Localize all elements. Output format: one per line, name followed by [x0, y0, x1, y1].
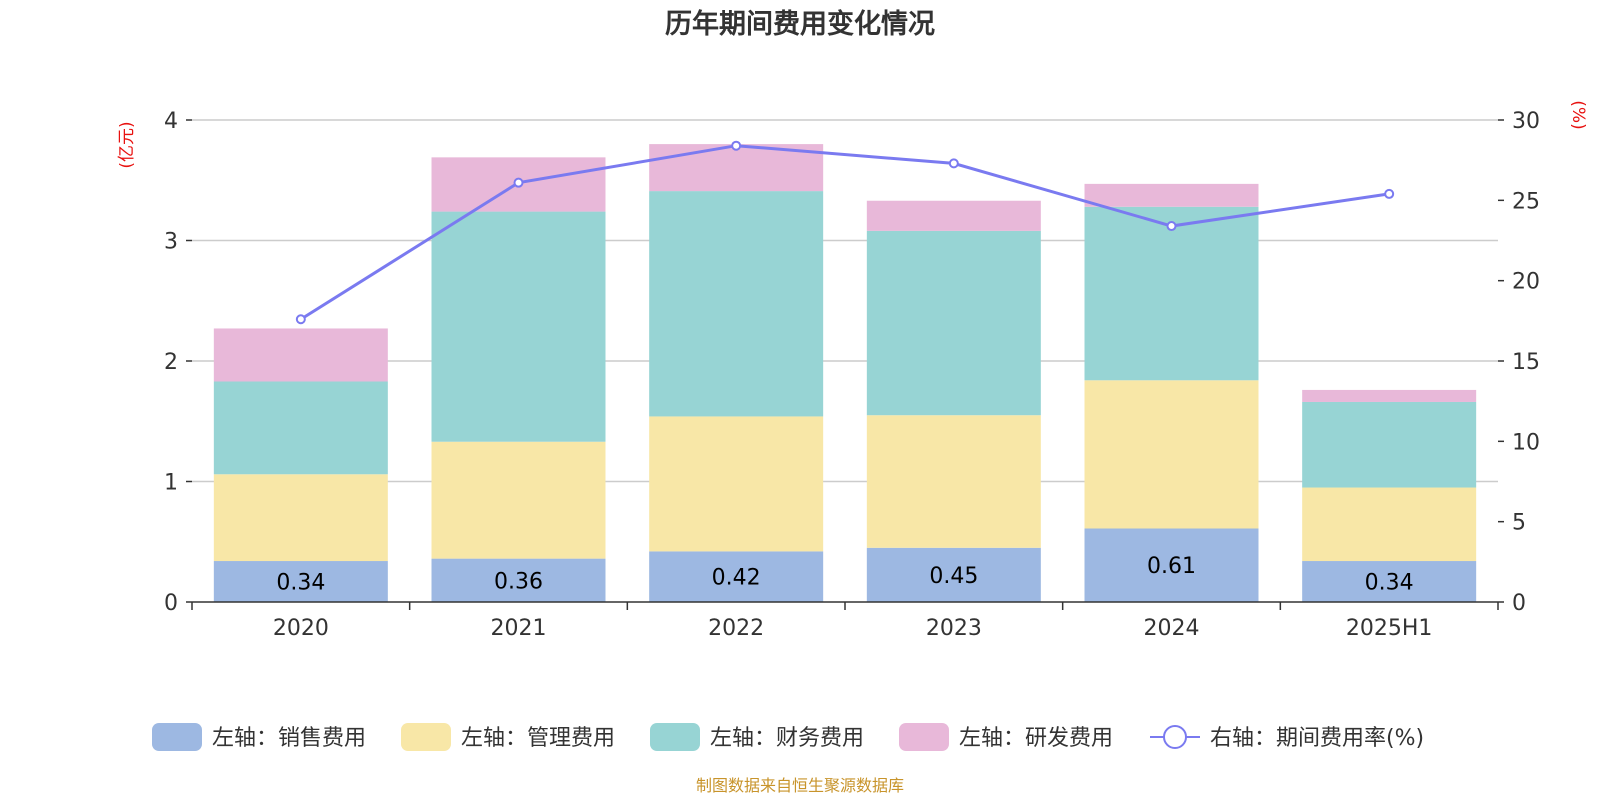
- bar-sales: [431, 558, 606, 602]
- bar-finance: [1084, 206, 1259, 381]
- left-axis-unit: (亿元): [117, 121, 137, 168]
- x-axis-tick-label: 2022: [708, 616, 764, 641]
- right-axis-tick-label: 20: [1512, 270, 1540, 295]
- legend: 左轴：销售费用 左轴：管理费用 左轴：财务费用 左轴：研发费用 右轴：期间费用率(%): [152, 723, 1424, 751]
- rate-line: [300, 144, 1390, 321]
- legend-swatch-rd: [899, 723, 949, 751]
- legend-label-finance: 左轴：财务费用: [710, 726, 864, 751]
- bar-sales: [866, 547, 1041, 602]
- bar-admin: [213, 474, 388, 562]
- x-axis-tick-label: 2023: [926, 616, 982, 641]
- rate-point: [513, 177, 524, 188]
- bar-rd: [1302, 389, 1477, 402]
- rate-point: [1166, 221, 1177, 232]
- right-axis-tick-label: 0: [1512, 591, 1526, 616]
- legend-swatch-admin: [401, 723, 451, 751]
- legend-label-admin: 左轴：管理费用: [461, 726, 615, 751]
- legend-swatch-finance: [650, 723, 700, 751]
- rate-line-series: [295, 140, 1395, 325]
- chart-title: 历年期间费用变化情况: [665, 8, 935, 40]
- bar-finance: [649, 191, 824, 417]
- left-axis-tick-label: 4: [164, 109, 178, 134]
- right-axis-tick-label: 15: [1512, 350, 1540, 375]
- rate-point: [1384, 188, 1395, 199]
- left-axis-tick-label: 2: [164, 350, 178, 375]
- data-label-sales: 0.34: [276, 571, 325, 596]
- bar-rd: [213, 328, 388, 382]
- bar-admin: [1302, 487, 1477, 562]
- left-axis-tick-label: 0: [164, 591, 178, 616]
- data-label-sales: 0.61: [1147, 554, 1196, 579]
- data-label-sales: 0.45: [929, 564, 978, 589]
- right-axis-tick-label: 25: [1512, 189, 1540, 214]
- bar-finance: [213, 381, 388, 475]
- legend-swatch-sales: [152, 723, 202, 751]
- source-note: 制图数据来自恒生聚源数据库: [696, 776, 904, 795]
- left-axis-tick-label: 3: [164, 230, 178, 255]
- bar-finance: [431, 211, 606, 442]
- bar-rd: [1084, 183, 1259, 207]
- bar-rd: [649, 144, 824, 192]
- bar-sales: [213, 561, 388, 602]
- bar-sales: [1084, 528, 1259, 602]
- bar-series: [213, 144, 1477, 602]
- bar-finance: [866, 230, 1041, 416]
- x-axis-tick-label: 2025H1: [1346, 616, 1433, 641]
- legend-label-sales: 左轴：销售费用: [212, 726, 366, 751]
- right-axis-unit: (%): [1568, 100, 1588, 129]
- right-axis-tick-label: 10: [1512, 430, 1540, 455]
- right-axis-tick-label: 5: [1512, 511, 1526, 536]
- bar-sales: [649, 551, 824, 602]
- data-label-sales: 0.42: [712, 566, 761, 591]
- rate-point: [731, 140, 742, 151]
- right-axis-tick-label: 30: [1512, 109, 1540, 134]
- legend-label-rd: 左轴：研发费用: [959, 726, 1113, 751]
- legend-swatch-rate-marker: [1163, 725, 1187, 749]
- rate-point: [948, 158, 959, 169]
- left-axis-tick-label: 1: [164, 471, 178, 496]
- bar-rd: [866, 200, 1041, 231]
- bar-finance: [1302, 401, 1477, 488]
- data-label-sales: 0.34: [1365, 571, 1414, 596]
- legend-label-rate: 右轴：期间费用率(%): [1210, 726, 1424, 751]
- bar-admin: [649, 416, 824, 552]
- bar-admin: [1084, 380, 1259, 529]
- bar-admin: [431, 441, 606, 559]
- bar-admin: [866, 415, 1041, 548]
- bar-sales: [1302, 561, 1477, 602]
- x-axis-tick-label: 2021: [491, 616, 547, 641]
- x-axis-tick-label: 2020: [273, 616, 329, 641]
- grid-lines: [192, 119, 1498, 483]
- axes: 0 1 2 3 4 0 5 10 15 20 25 30 2020 2021 2022 2023 2024 202…: [164, 109, 1540, 641]
- data-labels: 0.34 0.36 0.42 0.45 0.61 0.34: [276, 554, 1413, 595]
- data-label-sales: 0.36: [494, 569, 543, 594]
- x-axis-tick-label: 2024: [1144, 616, 1200, 641]
- rate-point: [295, 314, 306, 325]
